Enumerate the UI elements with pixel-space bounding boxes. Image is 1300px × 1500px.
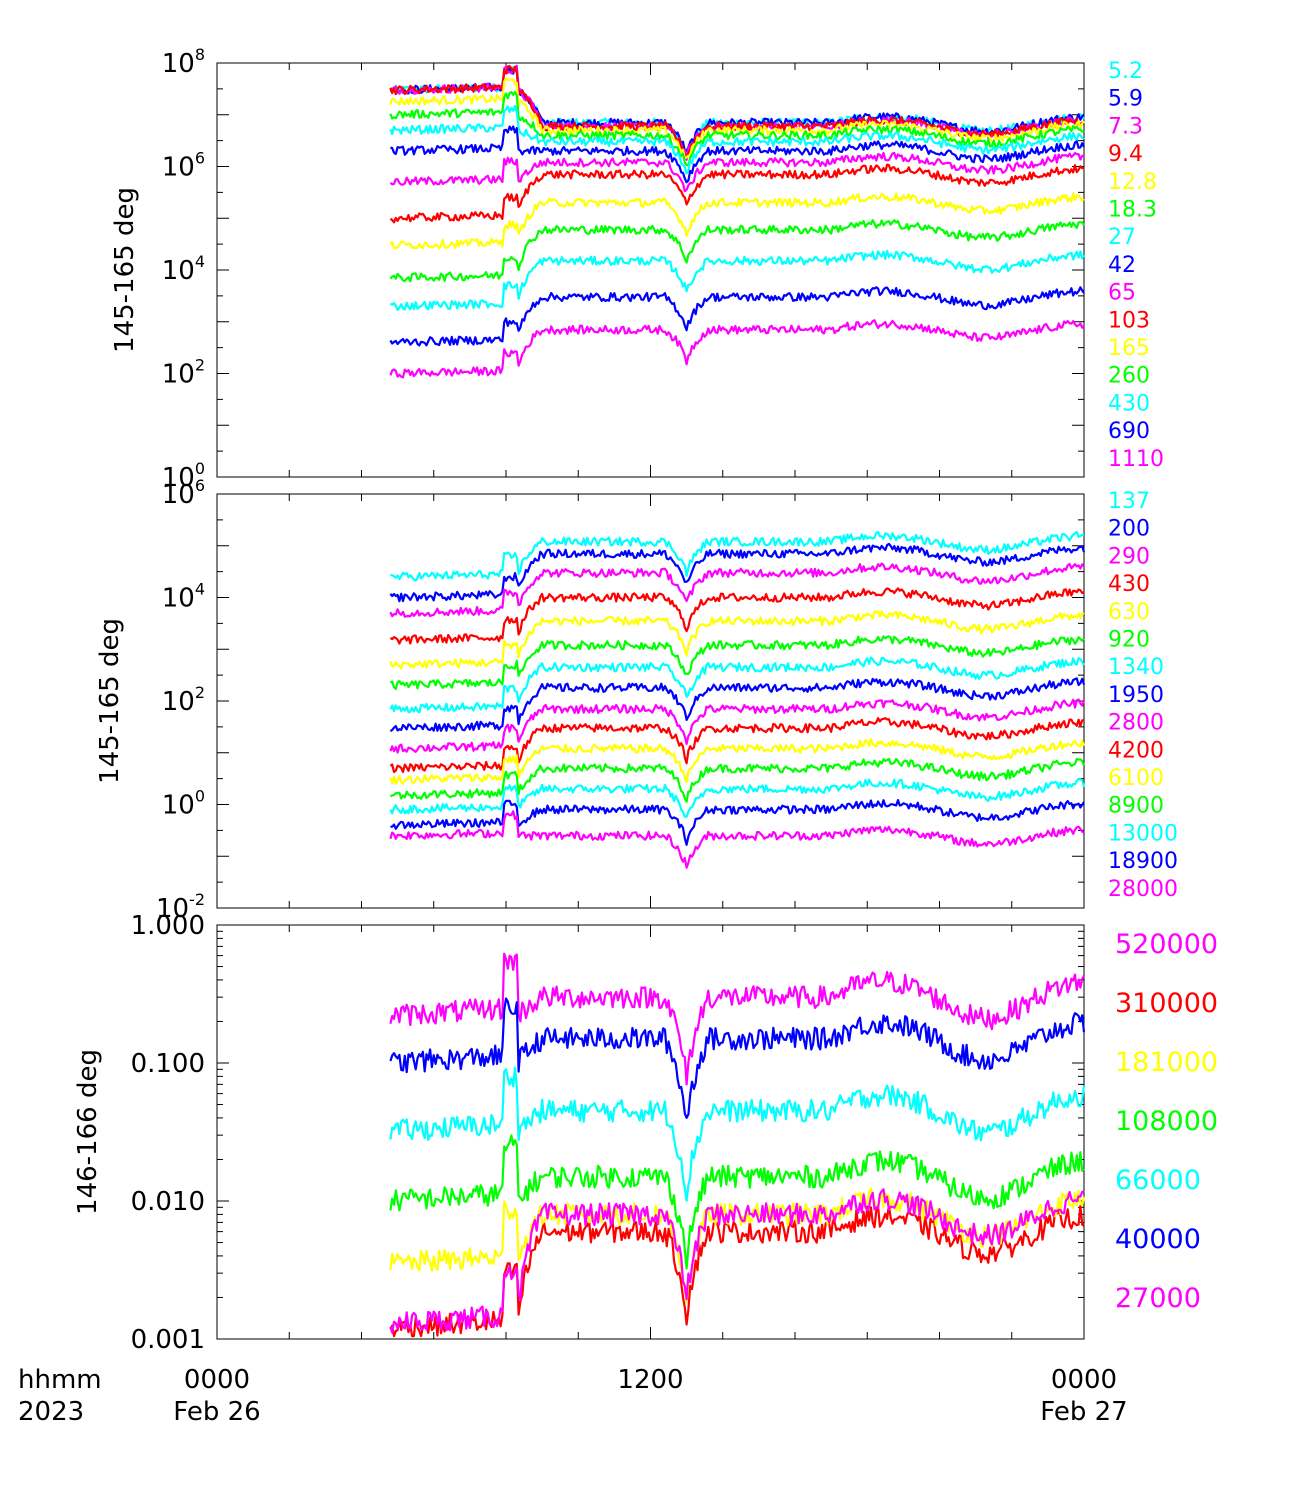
legend-entry: 66000 xyxy=(1115,1165,1201,1196)
legend-entry: 6100 xyxy=(1108,766,1164,791)
legend-entry: 260 xyxy=(1108,364,1150,389)
legend-entry: 430 xyxy=(1108,391,1150,416)
series-line-137 xyxy=(390,530,1085,582)
legend-entry: 8900 xyxy=(1108,794,1164,819)
legend-entry: 4200 xyxy=(1108,738,1164,763)
series-line-920 xyxy=(389,635,1085,691)
y-axis-label: 145-165 deg xyxy=(95,618,125,784)
legend-entry: 137 xyxy=(1108,489,1150,514)
series-line-260 xyxy=(389,219,1085,283)
series-line-4200 xyxy=(389,717,1085,774)
series-line-27000 xyxy=(389,1188,1085,1334)
x-tick-label: 0000 xyxy=(1051,1365,1117,1395)
legend-entry: 2800 xyxy=(1108,711,1164,736)
series-line-108000 xyxy=(389,1134,1085,1270)
series-line-165 xyxy=(389,192,1085,250)
legend-entry: 290 xyxy=(1108,544,1150,569)
y-tick-label: 100 xyxy=(162,787,205,821)
legend-entry: 5.9 xyxy=(1108,87,1143,112)
series-line-65 xyxy=(389,151,1085,193)
panel-1: 108 106 104 102 100 145-165 deg 5.2 5.97.3 9.4 12… xyxy=(110,45,1164,493)
legend-entry: 27 xyxy=(1108,225,1136,250)
series-line-103 xyxy=(389,163,1085,224)
legend-entry: 13000 xyxy=(1108,821,1178,846)
legend-entry: 1950 xyxy=(1108,683,1164,708)
legend-entry: 108000 xyxy=(1115,1106,1218,1137)
legend-entry: 181000 xyxy=(1115,1047,1218,1078)
legend-entry: 310000 xyxy=(1115,988,1218,1019)
series-line-6100 xyxy=(389,737,1086,785)
legend-entry: 27000 xyxy=(1115,1283,1201,1314)
series-line-200 xyxy=(389,542,1086,603)
series-line-1340 xyxy=(389,656,1085,714)
series-line-630 xyxy=(389,610,1085,670)
series-line-18.3 xyxy=(389,90,1085,167)
x-tick-date-label: Feb 26 xyxy=(173,1397,260,1427)
panel-frame xyxy=(216,924,1085,1340)
legend-entry: 1340 xyxy=(1108,655,1164,680)
series-line-1110 xyxy=(389,319,1085,379)
series-line-8900 xyxy=(390,757,1086,803)
y-tick-label: 102 xyxy=(162,683,205,717)
legend-entry: 520000 xyxy=(1115,929,1218,960)
y-tick-label: 1.000 xyxy=(131,911,205,941)
panel-3: 1.000 0.100 0.010 0.001 146-166 deg 520000 310… xyxy=(73,911,1218,1355)
series-line-520000 xyxy=(389,952,1085,1086)
series-line-181000 xyxy=(389,1187,1086,1304)
series-line-1950 xyxy=(389,677,1086,733)
series-line-690 xyxy=(389,286,1085,347)
y-tick-label: 102 xyxy=(162,356,205,390)
series-line-430 xyxy=(389,587,1085,645)
series-line-28000 xyxy=(389,810,1085,869)
y-tick-label: 106 xyxy=(162,476,205,510)
series-line-290 xyxy=(389,562,1085,618)
legend-entry: 18.3 xyxy=(1108,198,1157,223)
y-axis-label: 146-166 deg xyxy=(73,1049,103,1215)
legend-entry: 1110 xyxy=(1108,447,1164,472)
series-line-2800 xyxy=(389,698,1086,754)
y-axis-label: 145-165 deg xyxy=(110,187,140,353)
y-tick-label: 0.010 xyxy=(131,1187,205,1217)
series-line-27 xyxy=(389,104,1085,175)
time-axis-label-bottom: 2023 xyxy=(18,1397,84,1427)
y-tick-label: 104 xyxy=(162,252,205,286)
legend-entry: 165 xyxy=(1108,336,1150,361)
legend-entry: 18900 xyxy=(1108,849,1178,874)
series-line-42 xyxy=(390,125,1085,184)
x-tick-label: 0000 xyxy=(184,1365,250,1395)
legend-entry: 42 xyxy=(1108,253,1136,278)
x-tick-date-label: Feb 27 xyxy=(1040,1397,1127,1427)
legend-entry: 430 xyxy=(1108,572,1150,597)
y-tick-label: 0.001 xyxy=(131,1325,205,1355)
legend-entry: 12.8 xyxy=(1108,170,1157,195)
y-tick-label: 106 xyxy=(162,149,205,183)
y-tick-label: 104 xyxy=(162,580,205,614)
series-line-430 xyxy=(389,249,1085,311)
y-tick-label: 108 xyxy=(162,45,205,79)
y-tick-label: 0.100 xyxy=(131,1049,205,1079)
series-line-310000 xyxy=(389,1204,1085,1338)
legend-entry: 65 xyxy=(1108,281,1136,306)
x-tick-label: 1200 xyxy=(617,1365,683,1395)
series-line-13000 xyxy=(389,778,1086,818)
legend-entry: 7.3 xyxy=(1108,114,1143,139)
legend-entry: 200 xyxy=(1108,517,1150,542)
series-line-18900 xyxy=(390,798,1085,846)
time-axis-label-top: hhmm xyxy=(18,1365,102,1395)
legend-entry: 690 xyxy=(1108,419,1150,444)
y-tick-label: 100 xyxy=(162,459,205,493)
legend-entry: 28000 xyxy=(1108,877,1178,902)
legend-entry: 630 xyxy=(1108,600,1150,625)
legend-entry: 920 xyxy=(1108,628,1150,653)
y-tick-label: 10-2 xyxy=(156,890,205,924)
legend-entry: 9.4 xyxy=(1108,142,1143,167)
series-line-66000 xyxy=(389,1066,1086,1202)
legend-entry: 5.2 xyxy=(1108,59,1143,84)
legend-entry: 40000 xyxy=(1115,1224,1201,1255)
series-line-40000 xyxy=(389,997,1086,1119)
legend-entry: 103 xyxy=(1108,308,1150,333)
